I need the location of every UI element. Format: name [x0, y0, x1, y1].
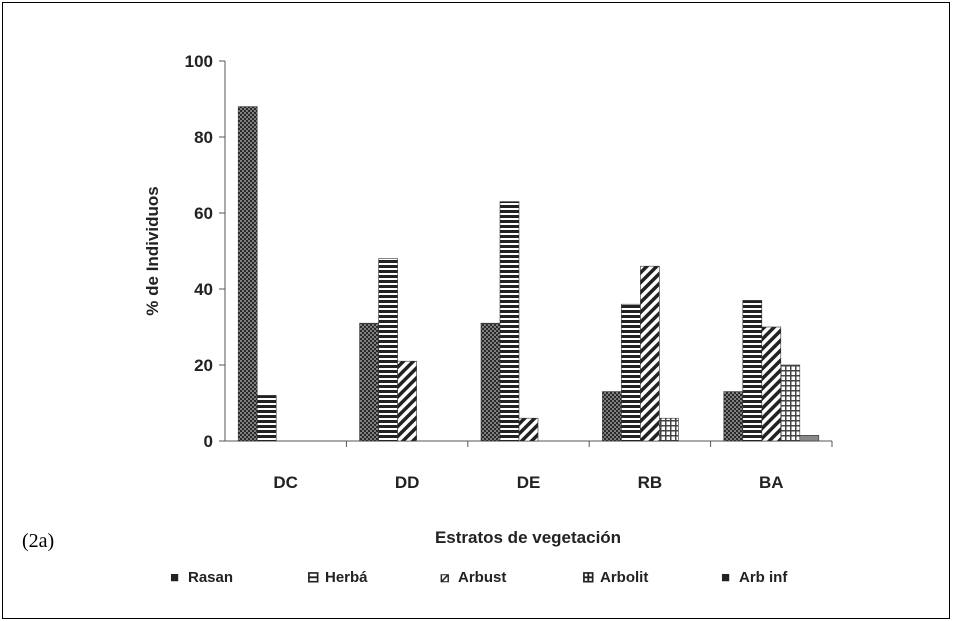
- y-tick-label: 100: [185, 52, 213, 71]
- x-tick-label: DE: [517, 473, 541, 492]
- bar: [378, 258, 398, 442]
- bar: [518, 417, 539, 442]
- legend-label: Rasan: [188, 569, 233, 586]
- y-tick-label: 20: [194, 356, 213, 375]
- bar: [237, 106, 258, 442]
- plot-area: 0 20 40 60 80 100 DC DD DE RB BA % de Individuos Est…: [143, 52, 833, 547]
- bar: [397, 360, 417, 442]
- figure-label: (2a): [22, 530, 55, 552]
- y-tick-label: 80: [194, 128, 213, 147]
- y-axis-title: % de Individuos: [143, 186, 162, 315]
- bar: [799, 434, 820, 442]
- x-tick-label: DD: [395, 473, 420, 492]
- bar: [659, 417, 679, 442]
- legend-label: Arb inf: [739, 569, 788, 586]
- bar: [499, 201, 520, 442]
- legend-symbol: ■: [721, 569, 730, 586]
- legend-symbol: ■: [170, 569, 179, 586]
- bar: [640, 265, 660, 442]
- legend-label: Arbust: [458, 569, 506, 586]
- x-tick-label: DC: [273, 473, 298, 492]
- bar: [761, 326, 782, 442]
- y-tick-label: 40: [194, 280, 213, 299]
- legend-symbol: ⊟: [307, 569, 320, 586]
- bar: [359, 322, 379, 442]
- bar: [480, 322, 501, 442]
- x-tick-label: BA: [759, 473, 784, 492]
- legend-symbol: ⊞: [582, 569, 595, 586]
- y-tick-label: 60: [194, 204, 213, 223]
- legend-symbol: ⧄: [440, 569, 450, 586]
- legend-label: Herbá: [325, 569, 368, 586]
- bar: [723, 391, 744, 442]
- x-tick-label: RB: [638, 473, 663, 492]
- bar: [256, 395, 277, 442]
- bar: [780, 364, 801, 442]
- legend-label: Arbolit: [600, 569, 648, 586]
- legend: ■ Rasan ⊟ Herbá ⧄ Arbust ⊞ Arbolit ■ Arb inf: [170, 569, 788, 586]
- bar: [742, 300, 763, 442]
- x-axis-title: Estratos de vegetación: [435, 528, 621, 547]
- bar: [621, 303, 641, 442]
- bar: [602, 391, 622, 442]
- y-tick-label: 0: [204, 432, 213, 451]
